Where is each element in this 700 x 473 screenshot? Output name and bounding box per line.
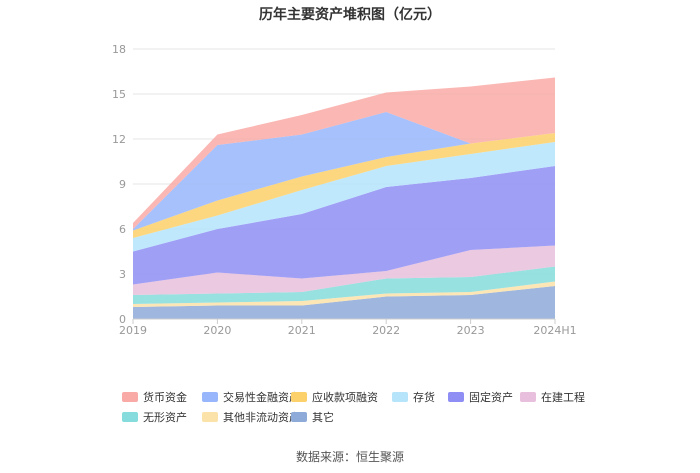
legend-label: 在建工程 [541, 390, 585, 404]
x-tick-label: 2019 [119, 324, 147, 337]
legend-swatch [448, 392, 464, 402]
legend-swatch [122, 392, 138, 402]
legend-label: 货币资金 [143, 390, 187, 404]
legend-swatch [392, 392, 408, 402]
y-tick-label: 3 [119, 268, 126, 281]
y-tick-label: 18 [112, 43, 126, 56]
axes: 0 3 6 9 12 15 18 2019 2020 2021 2022 2023 2024H1 [112, 43, 577, 337]
legend-label: 交易性金融资产 [223, 390, 300, 404]
area-6 [133, 142, 555, 252]
y-tick-label: 12 [112, 133, 126, 146]
legend-label: 存货 [413, 390, 435, 404]
y-tick-label: 9 [119, 178, 126, 191]
legend-item[interactable]: 交易性金融资产 [202, 390, 300, 404]
legend-item[interactable]: 存货 [392, 390, 435, 404]
legend-swatch [202, 392, 218, 402]
legend-swatch [122, 412, 138, 422]
legend-label: 固定资产 [469, 390, 513, 404]
legend-item[interactable]: 其他非流动资产 [202, 410, 300, 424]
data-source-note: 数据来源：恒生聚源 [296, 449, 404, 464]
area-1 [133, 286, 555, 319]
y-tick-label: 0 [119, 313, 126, 326]
x-tick-label: 2023 [457, 324, 485, 337]
area-4 [133, 245, 555, 295]
y-tick-label: 6 [119, 223, 126, 236]
legend-item[interactable]: 应收款项融资 [291, 390, 378, 404]
legend-label: 其他非流动资产 [223, 410, 300, 424]
area-7 [133, 133, 555, 238]
x-tick-label: 2020 [203, 324, 231, 337]
y-tick-label: 15 [112, 88, 126, 101]
chart-title: 历年主要资产堆积图（亿元） [259, 6, 441, 23]
legend-item[interactable]: 其它 [291, 410, 334, 424]
area-9 [133, 77, 555, 229]
legend-item[interactable]: 在建工程 [520, 390, 585, 404]
legend-swatch [520, 392, 536, 402]
x-tick-label: 2022 [372, 324, 400, 337]
legend-item[interactable]: 货币资金 [122, 390, 187, 404]
legend-item[interactable]: 固定资产 [448, 390, 513, 404]
x-tick-label: 2024H1 [533, 324, 576, 337]
legend-swatch [291, 412, 307, 422]
area-8 [133, 112, 555, 231]
legend-label: 其它 [312, 410, 334, 424]
area-series [133, 77, 555, 319]
area-5 [133, 166, 555, 285]
area-2 [133, 281, 555, 307]
legend-label: 无形资产 [143, 410, 187, 424]
legend-swatch [202, 412, 218, 422]
legend-item[interactable]: 无形资产 [122, 410, 187, 424]
legend-swatch [291, 392, 307, 402]
x-tick-label: 2021 [288, 324, 316, 337]
legend-label: 应收款项融资 [312, 390, 378, 404]
